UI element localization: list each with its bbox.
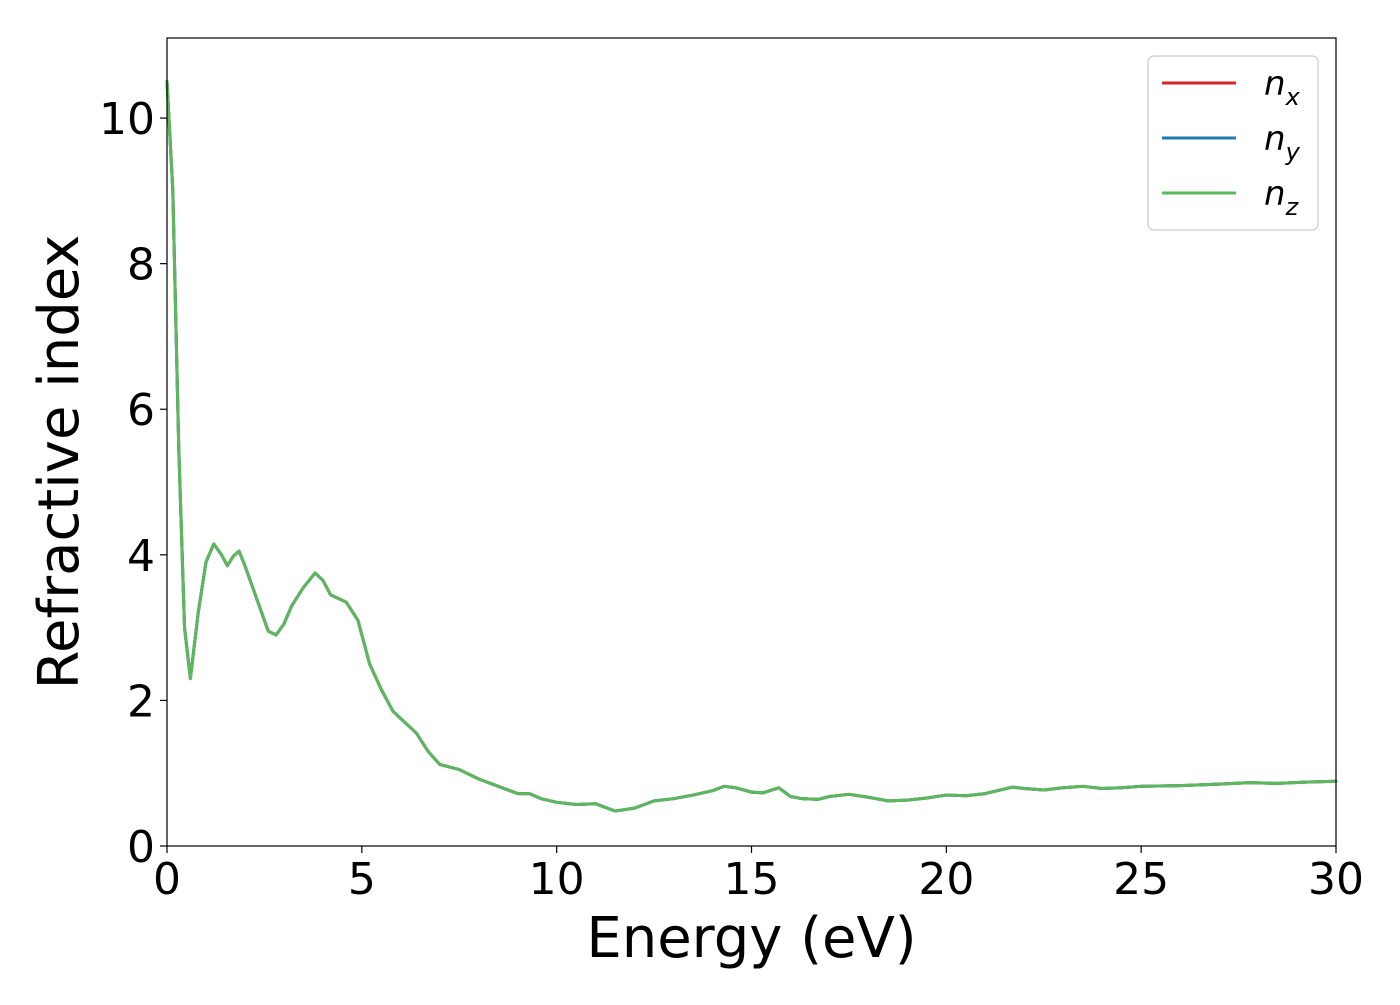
legend-label-subscript: x <box>1285 83 1301 111</box>
legend-label-base: n <box>1264 64 1286 104</box>
x-tick-label: 10 <box>529 854 585 905</box>
y-axis: 0 2 4 6 8 10 <box>99 94 167 873</box>
x-tick-label: 15 <box>724 854 780 905</box>
series-line-z <box>165 80 1338 813</box>
y-tick-label: 10 <box>99 94 155 145</box>
legend-label-base: n <box>1264 119 1286 159</box>
y-tick-label: 6 <box>127 385 155 436</box>
y-tick-label: 2 <box>127 676 155 727</box>
legend-label-subscript: z <box>1285 193 1300 221</box>
legend-label-subscript: y <box>1285 138 1301 166</box>
x-axis-title: Energy (eV) <box>586 906 916 971</box>
x-tick-label: 30 <box>1308 854 1364 905</box>
y-tick-label: 0 <box>127 822 155 873</box>
legend-label-x: nx <box>1264 64 1301 111</box>
y-tick-label: 4 <box>127 531 155 582</box>
plot-frame <box>166 37 1337 847</box>
y-axis-title: Refractive index <box>27 235 92 690</box>
x-axis: 0 5 10 15 20 25 30 <box>153 846 1364 905</box>
x-tick-label: 20 <box>918 854 974 905</box>
plot-area <box>165 80 1338 813</box>
legend-box <box>1147 55 1319 231</box>
legend-label-y: ny <box>1264 119 1301 166</box>
x-tick-label: 5 <box>348 854 376 905</box>
x-tick-label: 0 <box>153 854 181 905</box>
legend-label-z: nz <box>1264 174 1300 221</box>
legend-label-base: n <box>1264 174 1286 214</box>
x-tick-label: 25 <box>1113 854 1169 905</box>
y-tick-label: 8 <box>127 240 155 291</box>
